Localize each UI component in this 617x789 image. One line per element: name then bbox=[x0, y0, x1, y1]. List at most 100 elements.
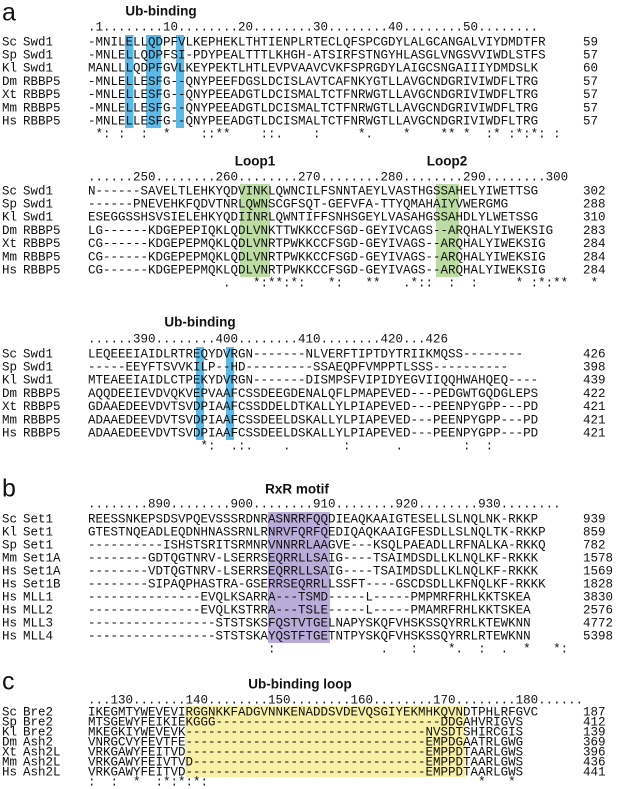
protein: RBBP5 bbox=[23, 413, 61, 427]
species: Kl bbox=[2, 725, 17, 739]
panel-label: a bbox=[2, 0, 16, 27]
block-title: RxR motif bbox=[265, 482, 329, 497]
sequence: VNRGCVYFEVTFE---------------------------… bbox=[88, 735, 523, 749]
protein: Set1 bbox=[23, 538, 53, 552]
species: Sc bbox=[2, 184, 17, 198]
sequence: ---------------EVQLKSARRA---TSMD-----L--… bbox=[88, 590, 531, 604]
sequence: LEQEEEIAIDLRTREQYDVRGN-------NLVERFTIPTD… bbox=[88, 347, 523, 361]
sequence: ----------ISHSTSRITSRMNRVNNRRLAAGVE---KS… bbox=[88, 538, 546, 552]
sequence: -----------------STSTSKSFQSTVTGELNAPYSKQ… bbox=[88, 616, 531, 630]
highlight bbox=[185, 706, 465, 777]
sequence: CG------KDGEPEPMQKLQDLVNRTPWKKCCFSGD-GEY… bbox=[88, 263, 546, 277]
sequence: -----------------STSTSKAYQSTFTGETNTPYSKQ… bbox=[88, 629, 531, 643]
sequence: MTEAEEIAIDLCTPEKYDVRGN-------DISMPSFVIPI… bbox=[88, 374, 538, 388]
sequence: VRKGAWYFEIVTVD--------------------------… bbox=[88, 755, 523, 769]
protein: Ash2L bbox=[23, 765, 61, 779]
protein: RBBP5 bbox=[23, 88, 61, 102]
species: Kl bbox=[2, 374, 17, 388]
protein: MLL3 bbox=[23, 616, 53, 630]
species: Hs bbox=[2, 263, 17, 277]
protein: Bre2 bbox=[23, 725, 53, 739]
protein: RBBP5 bbox=[23, 426, 61, 440]
species: Mm bbox=[2, 413, 17, 427]
sequence: -MNLELLESFG--QNYPEEFDGSLDCISLAVTCAFNKYGT… bbox=[88, 75, 538, 89]
residue-number: 288 bbox=[583, 197, 606, 211]
highlight bbox=[196, 347, 204, 440]
residue-number: 57 bbox=[583, 101, 598, 115]
highlight bbox=[436, 184, 459, 277]
ruler: ...130.......140........150........160..… bbox=[88, 693, 583, 707]
residue-number: 398 bbox=[583, 360, 606, 374]
species: Sp bbox=[2, 48, 17, 62]
species: Dm bbox=[2, 75, 17, 89]
protein: MLL4 bbox=[23, 629, 53, 643]
protein: Set1A bbox=[23, 551, 61, 565]
protein: Swd1 bbox=[23, 360, 53, 374]
protein: MLL2 bbox=[23, 603, 53, 617]
consensus: *: .:. . : . : : bbox=[88, 440, 493, 454]
species: Dm bbox=[2, 387, 17, 401]
protein: Swd1 bbox=[23, 35, 53, 49]
sequence: N------SAVELTLEHKYQDVINKLQWNCILFSNNTAEYL… bbox=[88, 184, 538, 198]
sequence: GDAAEDEEVDVTSVDPIAAFCSSDDELDTKALLYLPIAPE… bbox=[88, 400, 538, 414]
protein: Set1A bbox=[23, 564, 61, 578]
protein: RBBP5 bbox=[23, 237, 61, 251]
residue-number: 57 bbox=[583, 48, 598, 62]
species: Hs bbox=[2, 564, 17, 578]
consensus: . *:**:*: *: ** .*:: : : * :*:** * bbox=[88, 277, 598, 291]
residue-number: 422 bbox=[583, 387, 606, 401]
residue-number: 421 bbox=[583, 426, 606, 440]
sequence: GTESTNQEADLEQDNHNASSRNLRNRVFQRFQEDIQAQKA… bbox=[88, 525, 546, 539]
sequence: IKEGMTYWEVEVIRGGNKKFADGVNNKENADDSVDEVQSG… bbox=[88, 705, 538, 719]
protein: Bre2 bbox=[23, 715, 53, 729]
species: Mm bbox=[2, 250, 17, 264]
highlight bbox=[146, 35, 161, 128]
residue-number: 59 bbox=[583, 35, 598, 49]
highlight bbox=[268, 512, 330, 643]
protein: Ash2L bbox=[23, 745, 61, 759]
protein: RBBP5 bbox=[23, 75, 61, 89]
protein: RBBP5 bbox=[23, 224, 61, 238]
residue-number: 139 bbox=[583, 725, 606, 739]
sequence: -MNLELLESFG--QNYPEEADGTLDCISMALTCTFNRWGT… bbox=[88, 88, 538, 102]
highlight bbox=[226, 347, 234, 440]
sequence: VRKGAWYFEITVD---------------------------… bbox=[88, 765, 523, 779]
sequence: VRKGAWYFEITVD---------------------------… bbox=[88, 745, 523, 759]
species: Hs bbox=[2, 590, 17, 604]
residue-number: 421 bbox=[583, 400, 606, 414]
highlight bbox=[240, 184, 270, 277]
residue-number: 57 bbox=[583, 75, 598, 89]
sequence: -MNLELLESFG--QNYPEEADGTLDCISMALTCTFNRWGT… bbox=[88, 114, 538, 128]
species: Sp bbox=[2, 197, 17, 211]
protein: Set1 bbox=[23, 512, 53, 526]
protein: RBBP5 bbox=[23, 400, 61, 414]
protein: Ash2L bbox=[23, 755, 61, 769]
sequence: -MNILELLQDPFVLKEPHEKLTHTIENPLRTECLQFSPCG… bbox=[88, 35, 546, 49]
panel-label: c bbox=[2, 668, 15, 696]
species: Mm bbox=[2, 101, 17, 115]
species: Kl bbox=[2, 62, 17, 76]
ruler: ......250........260........270........2… bbox=[88, 170, 568, 184]
residue-number: 421 bbox=[583, 413, 606, 427]
species: Sp bbox=[2, 538, 17, 552]
residue-number: 939 bbox=[583, 512, 606, 526]
block-title: Loop1 bbox=[235, 154, 276, 169]
sequence: -MNLELLESFG--QNYPEEADGTLDCISMALTCTFNRWGT… bbox=[88, 101, 538, 115]
consensus: : : * :*:*:*: * * bbox=[88, 775, 516, 789]
block-title: Ub-binding bbox=[164, 315, 235, 330]
species: Sc bbox=[2, 705, 17, 719]
protein: Swd1 bbox=[23, 347, 53, 361]
species: Dm bbox=[2, 735, 17, 749]
sequence: REESSNKEPSDSVPQEVSSSRDNRASNRRFQQDIEAQKAA… bbox=[88, 512, 538, 526]
species: Dm bbox=[2, 224, 17, 238]
residue-number: 441 bbox=[583, 765, 606, 779]
sequence: LG------KDGEPEPIQKLQDLVNKTTWKKCCFSGD-GEY… bbox=[88, 224, 553, 238]
sequence: CG------KDGEPEPMQKLQDLVNRTPWKKCCFSGD-GEY… bbox=[88, 250, 546, 264]
sequence: MTSGEWYFEIKIEKGGG-----------------------… bbox=[88, 715, 523, 729]
residue-number: 439 bbox=[583, 374, 606, 388]
protein: Swd1 bbox=[23, 184, 53, 198]
residue-number: 369 bbox=[583, 735, 606, 749]
species: Sp bbox=[2, 715, 17, 729]
residue-number: 412 bbox=[583, 715, 606, 729]
